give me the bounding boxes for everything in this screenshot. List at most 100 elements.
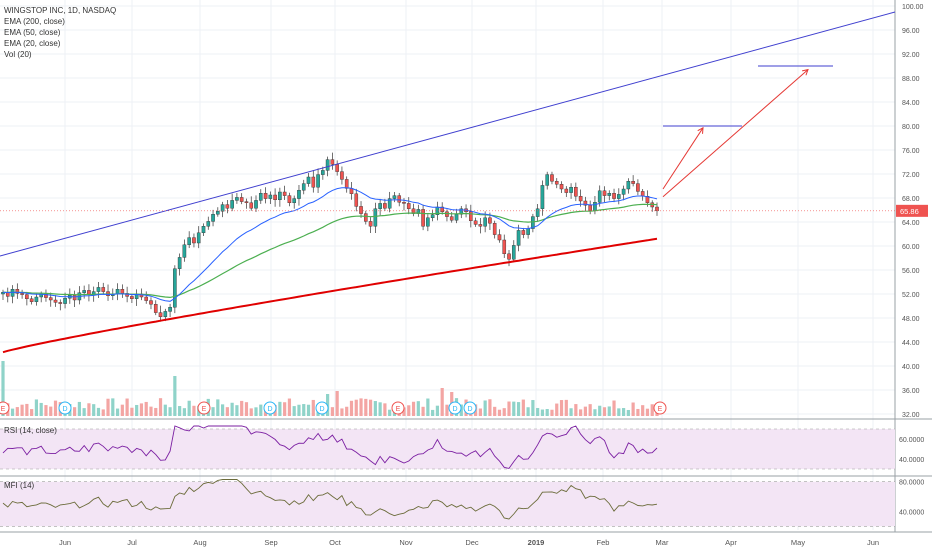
candle [430, 214, 435, 219]
volume-bar [459, 404, 463, 416]
volume-bar [483, 400, 487, 416]
y-tick-label: 92.00 [902, 52, 920, 59]
volume-bar [383, 403, 387, 416]
candle [387, 198, 392, 209]
volume-bar [626, 409, 630, 416]
y-tick-label: 60.00 [902, 244, 920, 251]
volume-bar [593, 409, 597, 416]
volume-bar [368, 399, 373, 416]
candle [225, 204, 230, 209]
event-marker-label: D [319, 406, 324, 413]
candle [631, 180, 635, 184]
chart-legend: WINGSTOP INC, 1D, NASDAQ EMA (200, close… [4, 5, 116, 60]
event-marker-label: E [396, 406, 401, 413]
candle [177, 257, 182, 269]
volume-bar [612, 400, 616, 416]
volume-bar [44, 405, 48, 416]
candle [173, 268, 177, 308]
arrow-to-90 [662, 69, 809, 198]
candle [58, 302, 63, 304]
candle [588, 204, 592, 211]
x-tick-label: Jun [59, 538, 71, 547]
candle [249, 202, 254, 209]
candle [144, 296, 149, 301]
volume-bar [421, 406, 425, 416]
volume-bar [158, 398, 163, 416]
candle [383, 203, 387, 209]
candle [20, 293, 24, 295]
y-tick-label: 52.00 [902, 292, 920, 299]
volume-bar [297, 404, 301, 416]
volume-bar [92, 404, 96, 416]
candle [149, 300, 153, 305]
volume-bar [555, 403, 559, 416]
x-tick-label: 2019 [528, 538, 545, 547]
volume-bar [87, 403, 91, 416]
candle [531, 216, 535, 229]
mfi-label: MFI (14) [4, 481, 35, 490]
volume-bar [220, 404, 225, 416]
candle [516, 230, 521, 246]
candle [340, 171, 344, 180]
volume-bar [25, 403, 29, 416]
volume-bar [507, 401, 511, 416]
volume-bar [411, 401, 416, 416]
volume-bar [302, 404, 306, 416]
candle [220, 204, 225, 212]
volume-bar [559, 400, 564, 416]
candle [373, 208, 378, 227]
candle [29, 298, 34, 302]
event-marker [58, 401, 72, 415]
mfi-tick-label: 40.0000 [899, 509, 924, 516]
event-marker [391, 401, 405, 415]
candle [325, 159, 330, 171]
volume-bar [631, 402, 635, 416]
mfi-tick-label: 80.0000 [899, 480, 924, 487]
candle [378, 203, 382, 209]
mfi-line [2, 479, 658, 520]
y-tick-label: 56.00 [902, 268, 920, 275]
volume-bar [579, 409, 583, 416]
candle [507, 253, 511, 260]
candle [34, 296, 39, 303]
candle [526, 228, 530, 235]
x-tick-label: Dec [465, 538, 479, 547]
candle [287, 195, 292, 204]
y-tick-label: 96.00 [902, 28, 920, 35]
x-tick-label: Jul [127, 538, 137, 547]
candles [1, 152, 659, 322]
candle [273, 194, 277, 200]
volume-bar [416, 401, 420, 416]
rsi-band [0, 429, 895, 469]
candle [483, 217, 487, 227]
volume-bar [73, 407, 77, 416]
candle [120, 289, 125, 294]
candle [187, 237, 191, 246]
y-tick-label: 44.00 [902, 340, 920, 347]
candle [640, 191, 645, 197]
volume-bar [1, 361, 5, 416]
candle [244, 201, 249, 204]
candle [344, 179, 349, 189]
candle [48, 297, 53, 301]
x-tick-label: Oct [329, 538, 342, 547]
volume-bar [287, 398, 292, 416]
legend-ema50: EMA (50, close) [4, 28, 61, 37]
candle [511, 245, 516, 260]
candle [230, 200, 234, 209]
candle [44, 293, 48, 298]
candle [554, 180, 559, 185]
candle [469, 211, 473, 222]
x-tick-label: Feb [597, 538, 610, 547]
candle [488, 217, 492, 224]
volume-bar [115, 408, 120, 416]
candle [201, 225, 206, 233]
candle [569, 186, 573, 193]
candle [216, 210, 220, 215]
legend-title: WINGSTOP INC, 1D, NASDAQ [4, 6, 117, 15]
candle [306, 176, 311, 184]
volume-bar [478, 408, 482, 416]
volume-bar [536, 407, 540, 416]
event-marker-label: E [1, 406, 6, 413]
